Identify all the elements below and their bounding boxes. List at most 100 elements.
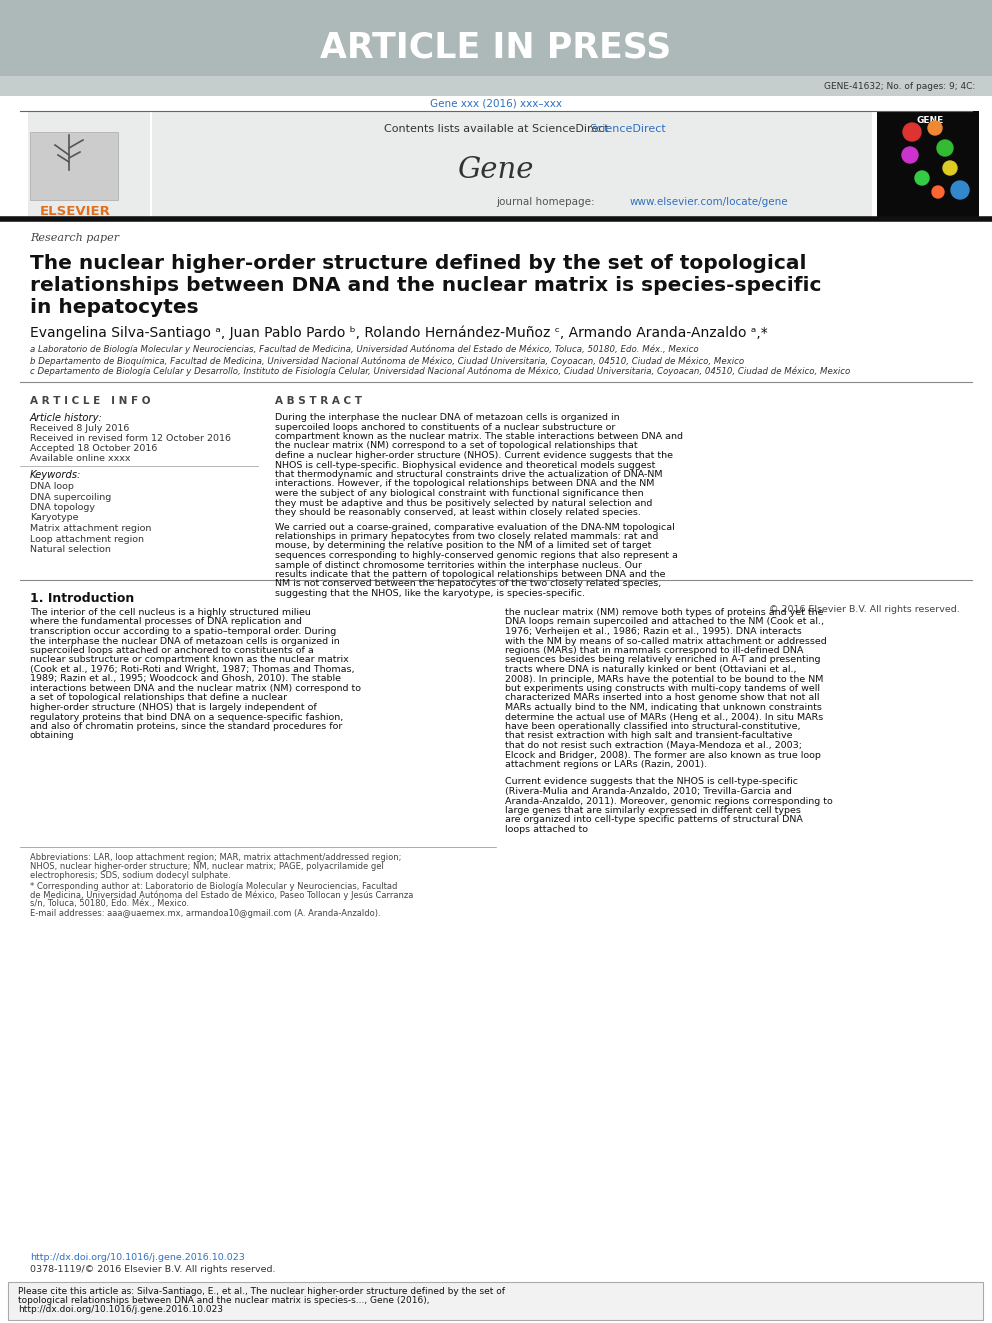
Text: 2008). In principle, MARs have the potential to be bound to the NM: 2008). In principle, MARs have the poten… (505, 675, 823, 684)
Text: compartment known as the nuclear matrix. The stable interactions between DNA and: compartment known as the nuclear matrix.… (275, 433, 683, 441)
Bar (877, 111, 979, 217)
Text: regulatory proteins that bind DNA on a sequence-specific fashion,: regulatory proteins that bind DNA on a s… (30, 713, 343, 721)
Text: interactions. However, if the topological relationships between DNA and the NM: interactions. However, if the topologica… (275, 479, 655, 488)
Text: a set of topological relationships that define a nuclear: a set of topological relationships that … (30, 693, 287, 703)
Text: Accepted 18 October 2016: Accepted 18 October 2016 (30, 445, 158, 452)
Text: de Medicina, Universidad Autónoma del Estado de México, Paseo Tollocan y Jesús C: de Medicina, Universidad Autónoma del Es… (30, 890, 414, 900)
Text: Loop attachment region: Loop attachment region (30, 534, 144, 544)
Text: (Rivera-Mulia and Aranda-Anzaldo, 2010; Trevilla-Garcia and: (Rivera-Mulia and Aranda-Anzaldo, 2010; … (505, 787, 792, 796)
Text: a Laboratorio de Biología Molecular y Neurociencias, Facultad de Medicina, Unive: a Laboratorio de Biología Molecular y Ne… (30, 345, 698, 355)
Text: journal homepage:: journal homepage: (496, 197, 598, 206)
Text: that do not resist such extraction (Maya-Mendoza et al., 2003;: that do not resist such extraction (Maya… (505, 741, 802, 750)
Text: relationships in primary hepatocytes from two closely related mammals: rat and: relationships in primary hepatocytes fro… (275, 532, 659, 541)
Text: the nuclear matrix (NM) remove both types of proteins and yet the: the nuclear matrix (NM) remove both type… (505, 609, 823, 617)
Text: Matrix attachment region: Matrix attachment region (30, 524, 152, 533)
Text: Karyotype: Karyotype (30, 513, 78, 523)
Text: 1. Introduction: 1. Introduction (30, 591, 134, 605)
Text: Current evidence suggests that the NHOS is cell-type-specific: Current evidence suggests that the NHOS … (505, 778, 798, 786)
Circle shape (928, 120, 942, 135)
Text: characterized MARs inserted into a host genome show that not all: characterized MARs inserted into a host … (505, 693, 819, 703)
Text: © 2016 Elsevier B.V. All rights reserved.: © 2016 Elsevier B.V. All rights reserved… (769, 605, 960, 614)
Text: Received 8 July 2016: Received 8 July 2016 (30, 423, 129, 433)
Text: topological relationships between DNA and the nuclear matrix is species-s..., Ge: topological relationships between DNA an… (18, 1297, 430, 1304)
Text: Aranda-Anzaldo, 2011). Moreover, genomic regions corresponding to: Aranda-Anzaldo, 2011). Moreover, genomic… (505, 796, 832, 806)
Text: sequences corresponding to highly-conserved genomic regions that also represent : sequences corresponding to highly-conser… (275, 550, 678, 560)
Text: 1976; Verheijen et al., 1986; Razin et al., 1995). DNA interacts: 1976; Verheijen et al., 1986; Razin et a… (505, 627, 802, 636)
Text: http://dx.doi.org/10.1016/j.gene.2016.10.023: http://dx.doi.org/10.1016/j.gene.2016.10… (18, 1304, 223, 1314)
Text: Article history:: Article history: (30, 413, 103, 423)
Text: Evangelina Silva-Santiago ᵃ, Juan Pablo Pardo ᵇ, Rolando Hernández-Muñoz ᶜ, Arma: Evangelina Silva-Santiago ᵃ, Juan Pablo … (30, 325, 768, 340)
Text: sample of distinct chromosome territories within the interphase nucleus. Our: sample of distinct chromosome territorie… (275, 561, 642, 569)
Circle shape (943, 161, 957, 175)
Text: that resist extraction with high salt and transient-facultative: that resist extraction with high salt an… (505, 732, 793, 741)
Text: Gene xxx (2016) xxx–xxx: Gene xxx (2016) xxx–xxx (430, 99, 562, 108)
Text: higher-order structure (NHOS) that is largely independent of: higher-order structure (NHOS) that is la… (30, 703, 316, 712)
Text: large genes that are similarly expressed in different cell types: large genes that are similarly expressed… (505, 806, 801, 815)
Text: 1989; Razin et al., 1995; Woodcock and Ghosh, 2010). The stable: 1989; Razin et al., 1995; Woodcock and G… (30, 675, 341, 684)
Text: define a nuclear higher-order structure (NHOS). Current evidence suggests that t: define a nuclear higher-order structure … (275, 451, 673, 460)
Text: b Departamento de Bioquímica, Facultad de Medicina, Universidad Nacional Autónom: b Departamento de Bioquímica, Facultad d… (30, 356, 744, 365)
Text: tracts where DNA is naturally kinked or bent (Ottaviani et al.,: tracts where DNA is naturally kinked or … (505, 665, 797, 673)
Text: Research paper: Research paper (30, 233, 119, 243)
Text: Please cite this article as: Silva-Santiago, E., et al., The nuclear higher-orde: Please cite this article as: Silva-Santi… (18, 1287, 505, 1297)
Text: MARs actually bind to the NM, indicating that unknown constraints: MARs actually bind to the NM, indicating… (505, 703, 822, 712)
Text: ScienceDirect: ScienceDirect (589, 124, 666, 134)
Text: We carried out a coarse-grained, comparative evaluation of the DNA-NM topologica: We carried out a coarse-grained, compara… (275, 523, 675, 532)
Text: 0378-1119/© 2016 Elsevier B.V. All rights reserved.: 0378-1119/© 2016 Elsevier B.V. All right… (30, 1265, 276, 1274)
Text: were the subject of any biological constraint with functional significance then: were the subject of any biological const… (275, 490, 644, 497)
Circle shape (951, 181, 969, 198)
Text: with the NM by means of so-called matrix attachment or addressed: with the NM by means of so-called matrix… (505, 636, 826, 646)
Text: supercoiled loops attached or anchored to constituents of a: supercoiled loops attached or anchored t… (30, 646, 313, 655)
Circle shape (903, 123, 921, 142)
Bar (0, 0, 992, 75)
Text: Keywords:: Keywords: (30, 470, 81, 480)
Text: The nuclear higher-order structure defined by the set of topological: The nuclear higher-order structure defin… (30, 254, 806, 273)
Text: ELSEVIER: ELSEVIER (40, 205, 110, 218)
Text: sequences besides being relatively enriched in A-T and presenting: sequences besides being relatively enric… (505, 655, 820, 664)
Text: s/n, Toluca, 50180, Edo. Méx., Mexico.: s/n, Toluca, 50180, Edo. Méx., Mexico. (30, 900, 189, 908)
Text: * Corresponding author at: Laboratorio de Biología Molecular y Neurociencias, Fa: * Corresponding author at: Laboratorio d… (30, 882, 398, 890)
Text: attachment regions or LARs (Razin, 2001).: attachment regions or LARs (Razin, 2001)… (505, 759, 707, 769)
Text: http://dx.doi.org/10.1016/j.gene.2016.10.023: http://dx.doi.org/10.1016/j.gene.2016.10… (30, 1253, 245, 1262)
Text: regions (MARs) that in mammals correspond to ill-defined DNA: regions (MARs) that in mammals correspon… (505, 646, 804, 655)
Text: have been operationally classified into structural-constitutive,: have been operationally classified into … (505, 722, 801, 732)
Text: NHOS, nuclear higher-order structure; NM, nuclear matrix; PAGE, polyacrilamide g: NHOS, nuclear higher-order structure; NM… (30, 863, 384, 871)
Text: Available online xxxx: Available online xxxx (30, 454, 131, 463)
Text: nuclear substructure or compartment known as the nuclear matrix: nuclear substructure or compartment know… (30, 655, 349, 664)
Text: The interior of the cell nucleus is a highly structured milieu: The interior of the cell nucleus is a hi… (30, 609, 310, 617)
Text: the nuclear matrix (NM) correspond to a set of topological relationships that: the nuclear matrix (NM) correspond to a … (275, 442, 638, 451)
Circle shape (915, 171, 929, 185)
Text: determine the actual use of MARs (Heng et al., 2004). In situ MARs: determine the actual use of MARs (Heng e… (505, 713, 823, 721)
Circle shape (932, 187, 944, 198)
Text: A R T I C L E   I N F O: A R T I C L E I N F O (30, 396, 151, 406)
Text: Received in revised form 12 October 2016: Received in revised form 12 October 2016 (30, 434, 231, 443)
Text: but experiments using constructs with multi-copy tandems of well: but experiments using constructs with mu… (505, 684, 820, 693)
Text: DNA loop: DNA loop (30, 482, 73, 491)
Text: NHOS is cell-type-specific. Biophysical evidence and theoretical models suggest: NHOS is cell-type-specific. Biophysical … (275, 460, 656, 470)
Text: ARTICLE IN PRESS: ARTICLE IN PRESS (320, 30, 672, 65)
Bar (8, 1282, 983, 1320)
Text: where the fundamental processes of DNA replication and: where the fundamental processes of DNA r… (30, 618, 302, 627)
Bar (152, 111, 872, 217)
Text: (Cook et al., 1976; Roti-Roti and Wright, 1987; Thomas and Thomas,: (Cook et al., 1976; Roti-Roti and Wright… (30, 665, 354, 673)
Text: NM is not conserved between the hepatocytes of the two closely related species,: NM is not conserved between the hepatocy… (275, 579, 662, 589)
Text: that thermodynamic and structural constraints drive the actualization of DNA-NM: that thermodynamic and structural constr… (275, 470, 663, 479)
Text: Elcock and Bridger, 2008). The former are also known as true loop: Elcock and Bridger, 2008). The former ar… (505, 750, 820, 759)
Text: relationships between DNA and the nuclear matrix is species-specific: relationships between DNA and the nuclea… (30, 277, 821, 295)
Circle shape (902, 147, 918, 163)
Text: mouse, by determining the relative position to the NM of a limited set of target: mouse, by determining the relative posit… (275, 541, 652, 550)
Bar (28, 111, 150, 217)
Text: DNA supercoiling: DNA supercoiling (30, 492, 111, 501)
Text: transcription occur according to a spatio–temporal order. During: transcription occur according to a spati… (30, 627, 336, 636)
Text: results indicate that the pattern of topological relationships between DNA and t: results indicate that the pattern of top… (275, 570, 666, 579)
Text: DNA loops remain supercoiled and attached to the NM (Cook et al.,: DNA loops remain supercoiled and attache… (505, 618, 824, 627)
Text: and also of chromatin proteins, since the standard procedures for: and also of chromatin proteins, since th… (30, 722, 342, 732)
Circle shape (937, 140, 953, 156)
Text: the interphase the nuclear DNA of metazoan cells is organized in: the interphase the nuclear DNA of metazo… (30, 636, 339, 646)
Text: supercoiled loops anchored to constituents of a nuclear substructure or: supercoiled loops anchored to constituen… (275, 422, 615, 431)
Text: c Departamento de Biología Celular y Desarrollo, Instituto de Fisiología Celular: c Departamento de Biología Celular y Des… (30, 366, 850, 377)
Text: During the interphase the nuclear DNA of metazoan cells is organized in: During the interphase the nuclear DNA of… (275, 413, 620, 422)
Text: A B S T R A C T: A B S T R A C T (275, 396, 362, 406)
Text: GENE-41632; No. of pages: 9; 4C:: GENE-41632; No. of pages: 9; 4C: (823, 82, 975, 91)
Text: electrophoresis; SDS, sodium dodecyl sulphate.: electrophoresis; SDS, sodium dodecyl sul… (30, 871, 231, 880)
